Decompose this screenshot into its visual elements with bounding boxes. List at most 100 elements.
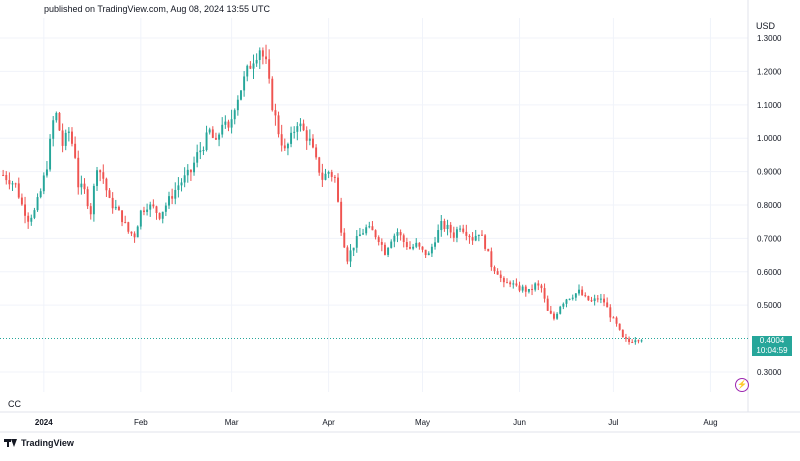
y-tick-label: 0.3000 [757, 368, 782, 377]
candle-body [596, 298, 599, 300]
candle-body [152, 204, 155, 207]
candle-body [355, 236, 358, 248]
candle-body [280, 134, 283, 146]
candle-body [64, 132, 67, 146]
x-tick-label: Jul [608, 418, 618, 427]
candle-body [158, 212, 161, 219]
candle-body [615, 317, 618, 324]
candle-body [221, 124, 224, 135]
candle-body [437, 230, 440, 243]
candle-body [74, 143, 77, 158]
candle-body [474, 235, 477, 241]
candle-body [136, 226, 139, 238]
candle-body [296, 126, 299, 132]
candle-body [559, 306, 562, 314]
candle-body [139, 210, 142, 227]
candle-body [624, 337, 627, 339]
candle-body [612, 317, 615, 319]
candle-body [465, 231, 468, 236]
candle-body [11, 183, 14, 185]
candle-body [490, 251, 493, 268]
candle-body [127, 222, 130, 232]
candle-body [67, 131, 70, 133]
candle-body [133, 233, 136, 238]
candle-body [603, 298, 606, 303]
candle-body [606, 302, 609, 308]
candle-body [236, 99, 239, 111]
candle-body [240, 90, 242, 100]
candle-body [621, 329, 624, 338]
candle-body [274, 110, 277, 116]
candle-body [330, 171, 333, 177]
candle-body [171, 196, 174, 199]
candle-body [117, 206, 120, 211]
candle-body [568, 298, 571, 300]
candle-body [2, 174, 5, 176]
candle-body [86, 189, 89, 207]
candle-body [415, 242, 418, 247]
candle-body [518, 285, 521, 291]
candle-body [515, 283, 518, 286]
candle-body [299, 123, 302, 127]
candle-body [484, 235, 487, 249]
candle-body [124, 222, 127, 224]
tradingview-logo[interactable]: TradingView [4, 438, 74, 448]
candle-body [493, 267, 496, 272]
last-price-value: 0.4004 [759, 336, 785, 345]
candle-body [524, 286, 527, 292]
candle-body [14, 183, 17, 185]
candle-body [196, 152, 199, 163]
candle-body [33, 210, 36, 218]
candle-body [496, 271, 499, 275]
candle-body [340, 201, 343, 233]
candle-body [24, 204, 27, 216]
candle-body [459, 228, 462, 230]
candle-body [27, 215, 30, 222]
candle-body [590, 300, 593, 302]
candle-body [506, 282, 508, 284]
candle-body [114, 206, 117, 209]
candle-body [230, 119, 233, 128]
currency-label: USD [756, 21, 776, 31]
candle-body [55, 112, 58, 121]
symbol-label: CC [8, 399, 21, 409]
candle-body [208, 129, 211, 133]
candle-body [252, 63, 255, 69]
candle-body [571, 297, 574, 299]
candle-body [565, 299, 568, 304]
candle-body [549, 310, 552, 314]
candle-body [409, 247, 411, 249]
candle-body [189, 169, 192, 173]
candle-body [265, 56, 267, 60]
y-tick-label: 0.8000 [757, 201, 782, 210]
candle-body [362, 233, 365, 235]
lightning-icon[interactable]: ⚡ [735, 378, 749, 392]
candle-body [302, 123, 305, 131]
candle-body [20, 197, 23, 205]
candle-body [293, 131, 296, 133]
candle-body [487, 248, 490, 252]
candle-body [499, 274, 502, 279]
candle-body [290, 132, 293, 144]
candle-body [402, 235, 405, 243]
candle-body [168, 196, 170, 206]
candle-body [318, 157, 321, 173]
candle-body [305, 130, 308, 141]
candle-body [214, 137, 217, 140]
candle-body [455, 229, 458, 238]
candle-body [8, 180, 11, 185]
candle-body [546, 298, 549, 311]
candle-body [427, 253, 430, 256]
candle-body [405, 242, 408, 248]
candle-body [462, 228, 465, 232]
candle-body [42, 175, 45, 192]
candle-body [130, 231, 133, 234]
candle-body [202, 150, 205, 152]
candle-body [393, 235, 396, 242]
candle-body [481, 234, 483, 236]
candle-body [77, 157, 80, 188]
candle-body [258, 50, 261, 60]
candle-body [449, 224, 452, 233]
